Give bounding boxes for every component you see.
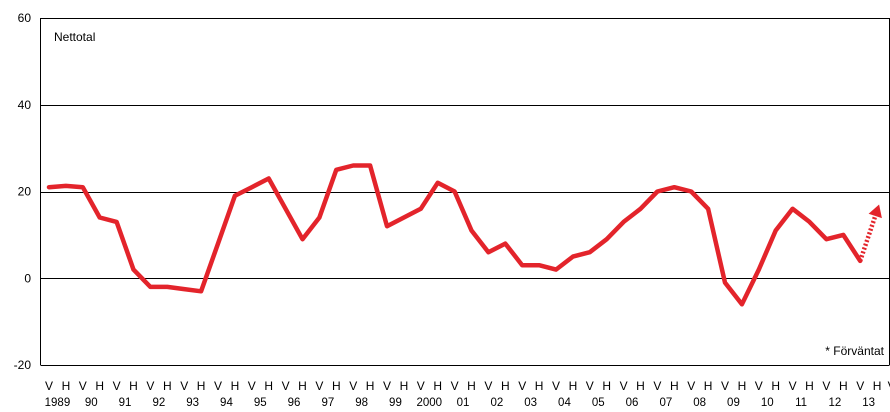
x-year-label: 08	[693, 397, 706, 409]
x-tick-label: V	[518, 379, 526, 393]
x-year-label: 91	[119, 397, 132, 409]
x-tick-label: H	[670, 379, 679, 393]
x-tick-label: H	[771, 379, 780, 393]
series-line	[46, 163, 863, 307]
forecast-line	[858, 215, 878, 262]
x-tick-label: H	[129, 379, 138, 393]
y-tick-label: 60	[18, 11, 32, 25]
x-tick-label: H	[298, 379, 307, 393]
forecast-arrowhead	[868, 204, 882, 219]
y-tick-label: -20	[14, 358, 32, 372]
x-tick-label: V	[620, 379, 628, 393]
x-tick-label: H	[535, 379, 544, 393]
x-tick-label: H	[501, 379, 510, 393]
x-tick-label: V	[214, 379, 222, 393]
x-tick-label: H	[805, 379, 814, 393]
x-tick-label: V	[856, 379, 864, 393]
x-tick-label: V	[79, 379, 87, 393]
x-year-label: 05	[592, 397, 605, 409]
x-tick-label: H	[400, 379, 409, 393]
x-tick-label: V	[113, 379, 121, 393]
x-year-label: 07	[659, 397, 672, 409]
x-tick-label: V	[146, 379, 154, 393]
y-tick-label: 0	[24, 271, 31, 285]
x-year-label: 1989	[45, 397, 71, 409]
x-tick-label: H	[738, 379, 747, 393]
x-tick-label: V	[383, 379, 391, 393]
x-tick-label: H	[704, 379, 713, 393]
x-year-label: 02	[490, 397, 503, 409]
x-tick-label: V	[417, 379, 425, 393]
x-year-label: 96	[288, 397, 301, 409]
y-tick-label: 20	[18, 185, 32, 199]
series-layer	[46, 163, 882, 307]
x-year-label: 12	[828, 397, 841, 409]
x-tick-label: V	[721, 379, 729, 393]
x-tick-label: H	[197, 379, 206, 393]
x-tick-label: V	[349, 379, 357, 393]
x-tick-label: V	[248, 379, 256, 393]
x-tick-label: V	[45, 379, 53, 393]
y-axis-ticks: -20 0 20 40 60	[14, 11, 32, 372]
y-tick-label: 40	[18, 98, 32, 112]
x-tick-label: V	[687, 379, 695, 393]
x-tick-label: H	[569, 379, 578, 393]
x-tick-label: H	[873, 379, 882, 393]
x-year-label: 95	[254, 397, 267, 409]
x-tick-label: V	[451, 379, 459, 393]
x-tick-label: H	[264, 379, 273, 393]
x-year-label: 11	[795, 397, 807, 409]
x-tick-label: V	[755, 379, 763, 393]
forecast-note: * Förväntat	[825, 344, 884, 358]
x-tick-label: H	[602, 379, 611, 393]
y-axis-label: Nettotal	[54, 30, 95, 44]
x-year-label: 10	[761, 397, 774, 409]
x-tick-label: V	[586, 379, 594, 393]
x-tick-label: H	[62, 379, 71, 393]
x-tick-label: V	[789, 379, 797, 393]
x-year-label: 98	[355, 397, 368, 409]
x-year-label: 09	[727, 397, 740, 409]
x-tick-label: H	[433, 379, 442, 393]
x-tick-label: V	[180, 379, 188, 393]
x-year-label: 93	[186, 397, 199, 409]
x-tick-label: V	[282, 379, 290, 393]
x-tick-label: H	[231, 379, 240, 393]
x-tick-label: V	[822, 379, 830, 393]
x-year-label: 13	[862, 397, 875, 409]
x-year-label: 92	[152, 397, 165, 409]
x-tick-label: V*	[888, 379, 890, 393]
x-year-label: 97	[321, 397, 334, 409]
x-tick-label: V	[484, 379, 492, 393]
x-year-label: 99	[389, 397, 402, 409]
x-tick-label: V	[315, 379, 323, 393]
x-year-label: 03	[524, 397, 537, 409]
x-tick-label: V	[653, 379, 661, 393]
x-year-label: 06	[626, 397, 639, 409]
x-year-label: 90	[85, 397, 98, 409]
x-tick-label: V	[552, 379, 560, 393]
x-tick-label: H	[95, 379, 104, 393]
x-tick-label: H	[839, 379, 848, 393]
x-year-label: 01	[457, 397, 470, 409]
x-year-label: 94	[220, 397, 233, 409]
x-tick-label: H	[636, 379, 645, 393]
x-tick-label: H	[332, 379, 341, 393]
x-year-label: 2000	[416, 397, 442, 409]
x-tick-label: H	[366, 379, 375, 393]
x-tick-label: H	[467, 379, 476, 393]
x-year-label: 04	[558, 397, 571, 409]
grid-layer	[40, 18, 890, 366]
x-tick-label: H	[163, 379, 172, 393]
